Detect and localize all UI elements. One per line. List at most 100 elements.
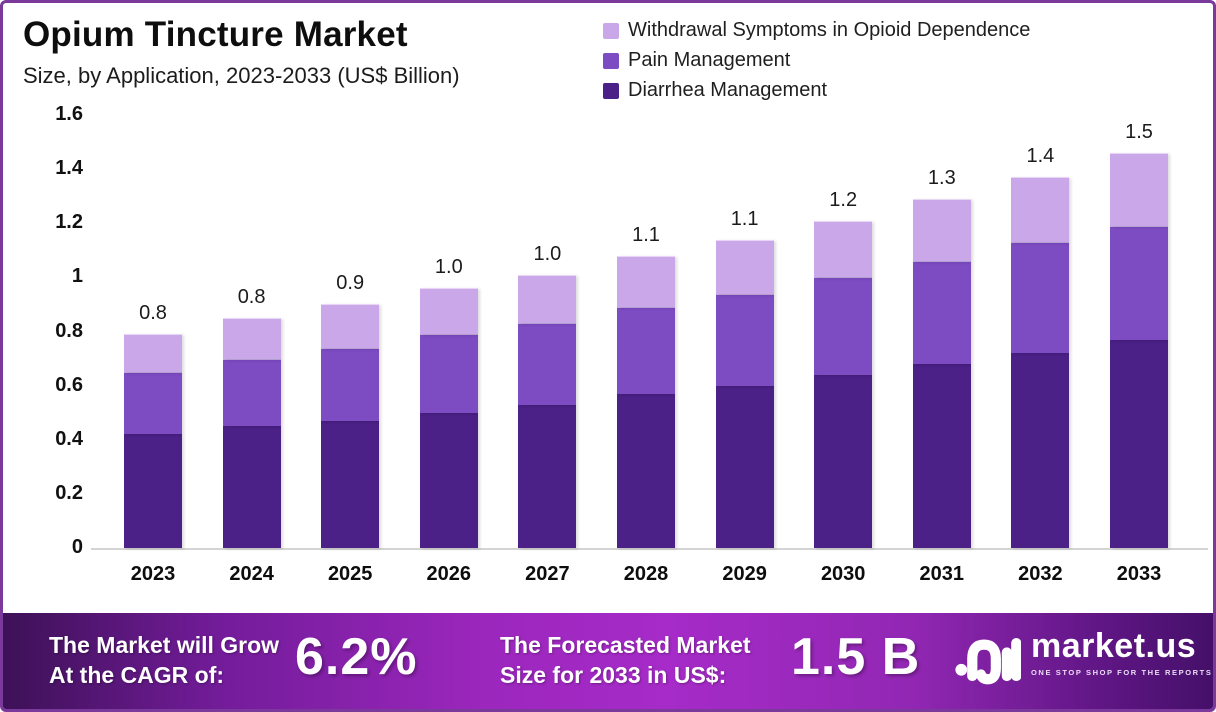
bar-2028: 1.1 bbox=[617, 115, 675, 548]
bar-2025: 0.9 bbox=[321, 115, 380, 548]
y-axis-tick-label: 0.8 bbox=[55, 319, 83, 342]
bar-segment bbox=[419, 288, 478, 335]
bar-segment bbox=[814, 277, 873, 375]
forecast-value: 1.5 B bbox=[791, 628, 921, 686]
bar-total-label: 1.2 bbox=[829, 188, 858, 211]
bar-total-label: 0.8 bbox=[237, 285, 266, 308]
y-axis-tick-label: 1 bbox=[71, 265, 83, 288]
bar-segment bbox=[912, 261, 971, 364]
legend-item: Pain Management bbox=[603, 49, 1030, 72]
bar-segment bbox=[222, 358, 281, 427]
bar-segment bbox=[321, 304, 380, 348]
brand-name: market.us bbox=[1031, 627, 1197, 665]
y-axis-tick-label: 1.6 bbox=[55, 103, 83, 125]
x-axis-tick-label: 2023 bbox=[130, 563, 176, 585]
bar-segment bbox=[419, 334, 478, 413]
x-axis-tick-label: 2024 bbox=[229, 563, 274, 585]
bar-2024: 0.8 bbox=[222, 115, 281, 548]
legend-item: Withdrawal Symptoms in Opioid Dependence bbox=[603, 19, 1030, 42]
bar-segment bbox=[912, 363, 971, 548]
bar-segment bbox=[222, 317, 281, 359]
legend-swatch-icon bbox=[603, 82, 619, 99]
marketus-logo-icon bbox=[955, 629, 1022, 692]
bar-2027: 1.0 bbox=[518, 115, 577, 548]
x-axis-tick-label: 2031 bbox=[919, 563, 965, 585]
bar-segment bbox=[222, 426, 281, 548]
bar-segment bbox=[617, 393, 675, 548]
cagr-caption-line2: At the CAGR of: bbox=[49, 662, 225, 689]
bar-segment bbox=[124, 334, 182, 373]
y-axis-tick-label: 0.4 bbox=[55, 427, 83, 450]
bar-segment bbox=[617, 307, 675, 394]
bar-2026: 1.0 bbox=[419, 115, 478, 548]
bar-segment bbox=[124, 434, 182, 548]
bar-segment bbox=[814, 374, 873, 548]
brand-tagline: ONE STOP SHOP FOR THE REPORTS bbox=[1031, 667, 1213, 677]
legend: Withdrawal Symptoms in Opioid Dependence… bbox=[603, 19, 1030, 102]
footer-banner: The Market will Grow At the CAGR of: 6.2… bbox=[3, 613, 1213, 709]
bar-segment bbox=[518, 404, 577, 548]
bar-total-label: 0.9 bbox=[336, 272, 365, 295]
x-axis-tick-label: 2029 bbox=[722, 563, 767, 585]
x-axis-tick-label: 2025 bbox=[327, 563, 373, 585]
cagr-caption-line1: The Market will Grow bbox=[49, 632, 280, 658]
legend-label: Withdrawal Symptoms in Opioid Dependence bbox=[628, 19, 1031, 41]
bar-segment bbox=[321, 420, 380, 548]
bar-2033: 1.5 bbox=[1110, 115, 1168, 548]
bar-total-label: 1.1 bbox=[730, 207, 759, 230]
bar-segment bbox=[1110, 225, 1168, 340]
y-axis-tick-label: 1.4 bbox=[55, 157, 83, 180]
bar-segment bbox=[1110, 152, 1168, 226]
page-title: Opium Tincture Market bbox=[23, 15, 408, 54]
legend-swatch-icon bbox=[603, 52, 619, 69]
bar-segment bbox=[1011, 177, 1070, 243]
bar-total-label: 1.0 bbox=[434, 256, 463, 279]
cagr-caption: The Market will Grow At the CAGR of: bbox=[49, 630, 279, 691]
bar-2030: 1.2 bbox=[814, 115, 873, 548]
bar-segment bbox=[419, 412, 478, 548]
legend-swatch-icon bbox=[603, 22, 619, 39]
page-subtitle: Size, by Application, 2023-2033 (US$ Bil… bbox=[23, 63, 460, 88]
y-axis-tick-label: 0.6 bbox=[55, 373, 83, 396]
x-axis-tick-label: 2032 bbox=[1018, 563, 1063, 585]
legend-item: Diarrhea Management bbox=[603, 79, 1030, 102]
bar-2023: 0.8 bbox=[124, 115, 182, 548]
bar-segment bbox=[715, 385, 774, 548]
x-axis-tick-label: 2028 bbox=[623, 563, 669, 585]
plot-area: 0.8 0.8 0.9 1.0 1.0 1.1 1.1 1.2 1.3 1.4 1.5 bbox=[98, 115, 1208, 548]
x-axis-baseline bbox=[91, 548, 1208, 550]
bar-total-label: 1.4 bbox=[1026, 145, 1055, 168]
bar-segment bbox=[1110, 339, 1168, 548]
bar-segment bbox=[321, 347, 380, 421]
bar-segment bbox=[715, 293, 774, 386]
bar-segment bbox=[617, 255, 675, 308]
bar-segment bbox=[814, 220, 873, 278]
bar-segment bbox=[1011, 242, 1070, 354]
forecast-caption-line2: Size for 2033 in US$: bbox=[500, 662, 727, 689]
forecast-caption: The Forecasted Market Size for 2033 in U… bbox=[500, 630, 751, 691]
bar-segment bbox=[912, 198, 971, 262]
legend-label: Diarrhea Management bbox=[628, 79, 827, 101]
bar-segment bbox=[518, 274, 577, 324]
bar-segment bbox=[518, 323, 577, 405]
y-axis-tick-label: 0.2 bbox=[55, 481, 83, 504]
bar-2029: 1.1 bbox=[715, 115, 774, 548]
x-axis-tick-label: 2030 bbox=[820, 563, 866, 585]
bar-total-label: 1.3 bbox=[927, 166, 956, 189]
bar-total-label: 1.1 bbox=[632, 223, 660, 246]
brand-logo[interactable]: market.us ONE STOP SHOP FOR THE REPORTS bbox=[955, 627, 1213, 692]
x-axis-tick-label: 2026 bbox=[426, 563, 472, 585]
bar-total-label: 1.5 bbox=[1125, 120, 1153, 143]
x-axis-tick-label: 2027 bbox=[525, 563, 570, 585]
forecast-caption-line1: The Forecasted Market bbox=[500, 632, 751, 658]
y-axis-tick-label: 1.2 bbox=[55, 211, 83, 234]
chart-header: Opium Tincture Market Size, by Applicati… bbox=[23, 15, 460, 89]
x-axis-tick-label: 2033 bbox=[1116, 563, 1162, 585]
bar-segment bbox=[124, 372, 182, 435]
bar-total-label: 1.0 bbox=[533, 242, 562, 265]
bar-2032: 1.4 bbox=[1011, 115, 1070, 548]
y-axis-tick-label: 0 bbox=[71, 536, 83, 558]
bar-2031: 1.3 bbox=[912, 115, 971, 548]
bar-total-label: 0.8 bbox=[139, 302, 167, 325]
